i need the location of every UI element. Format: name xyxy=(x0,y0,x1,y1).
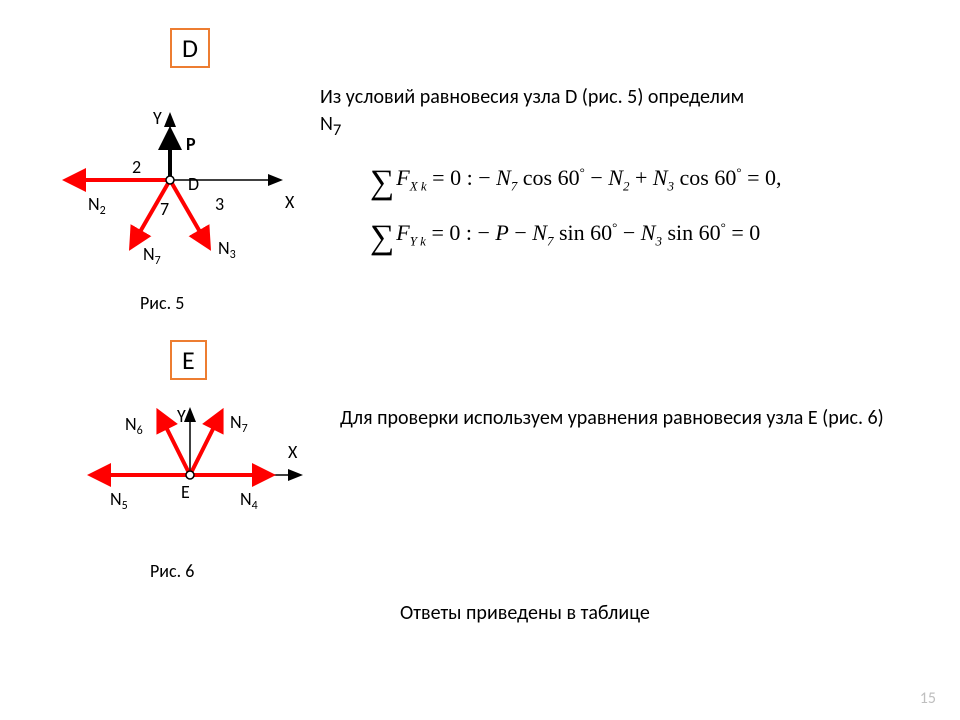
label-e: E xyxy=(181,481,190,503)
label-3: 3 xyxy=(215,193,224,215)
node-e xyxy=(186,471,194,479)
intro-d-line1: Из условий равновесия узла D (рис. 5) оп… xyxy=(320,85,744,109)
node-d xyxy=(166,176,174,184)
equation-sum-fy: ∑FY k = 0 : − P − N7 sin 60° − N3 sin 60… xyxy=(370,215,760,261)
label-n2: N2 xyxy=(88,193,106,218)
page-number: 15 xyxy=(920,689,936,708)
intro-text-d: Из условий равновесия узла D (рис. 5) оп… xyxy=(320,84,900,142)
label-n3: N3 xyxy=(218,237,236,262)
intro-text-e: Для проверки используем уравнения равнов… xyxy=(340,405,900,432)
label-p: Р xyxy=(186,133,196,155)
label-2: 2 xyxy=(132,156,141,178)
equation-sum-fx: ∑FX k = 0 : − N7 cos 60° − N2 + N3 cos 6… xyxy=(370,160,782,206)
label-d: D xyxy=(188,173,199,195)
figure-5-caption: Рис. 5 xyxy=(140,292,184,314)
label-n7: N7 xyxy=(143,243,161,268)
vector-n7 xyxy=(190,415,220,475)
label-y: Y xyxy=(177,405,186,427)
label-n4: N4 xyxy=(240,488,258,513)
answers-text: Ответы приведены в таблице xyxy=(400,600,650,627)
intro-d-n7: N7 xyxy=(320,112,341,136)
figure-5-diagram: Y Х D Р 2 3 7 N2 N7 N3 xyxy=(40,110,300,280)
label-n7: N7 xyxy=(230,411,248,436)
label-n6: N6 xyxy=(125,413,143,438)
figure-6-diagram: Y Х E N6 N7 N5 N4 xyxy=(40,400,320,550)
label-7: 7 xyxy=(160,198,169,220)
label-x: Х xyxy=(288,441,298,463)
label-n5: N5 xyxy=(110,488,128,513)
label-x: Х xyxy=(285,191,295,213)
figure-6-caption: Рис. 6 xyxy=(150,560,194,582)
section-box-d: D xyxy=(170,28,210,68)
section-box-e: E xyxy=(170,340,207,380)
label-y: Y xyxy=(153,107,162,129)
